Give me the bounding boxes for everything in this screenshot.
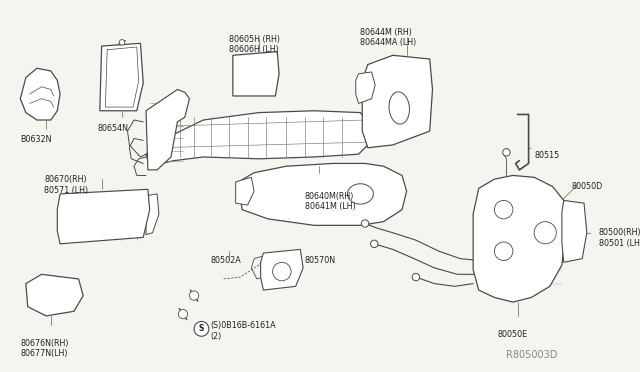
Text: 80515: 80515 <box>534 151 559 160</box>
Text: S: S <box>199 324 204 333</box>
Circle shape <box>495 201 513 219</box>
Circle shape <box>119 39 125 45</box>
Text: 80676N(RH)
80677N(LH): 80676N(RH) 80677N(LH) <box>20 339 69 359</box>
Circle shape <box>503 149 510 156</box>
Polygon shape <box>100 43 143 111</box>
Text: 80605H (RH)
80606H (LH): 80605H (RH) 80606H (LH) <box>229 35 280 54</box>
Circle shape <box>362 220 369 227</box>
Polygon shape <box>362 55 433 148</box>
Polygon shape <box>146 111 368 166</box>
Circle shape <box>194 321 209 336</box>
Text: 80654N: 80654N <box>97 124 128 133</box>
Text: 80500(RH)
80501 (LH): 80500(RH) 80501 (LH) <box>599 228 640 247</box>
Ellipse shape <box>348 184 373 204</box>
Text: 80050D: 80050D <box>571 182 602 191</box>
Text: 80502A: 80502A <box>211 256 241 265</box>
Circle shape <box>179 310 188 319</box>
Polygon shape <box>146 194 159 235</box>
Circle shape <box>371 240 378 247</box>
Text: B0632N: B0632N <box>20 135 52 144</box>
Circle shape <box>495 242 513 260</box>
Text: (S)0B16B-6161A
(2): (S)0B16B-6161A (2) <box>211 321 276 341</box>
Circle shape <box>534 222 556 244</box>
Circle shape <box>189 291 198 300</box>
Polygon shape <box>562 201 587 262</box>
Text: 80644M (RH)
80644MA (LH): 80644M (RH) 80644MA (LH) <box>360 28 417 47</box>
Text: 80640M(RH)
80641M (LH): 80640M(RH) 80641M (LH) <box>305 192 356 212</box>
Polygon shape <box>260 249 303 290</box>
Text: R805003D: R805003D <box>506 350 558 360</box>
Polygon shape <box>473 176 566 302</box>
Polygon shape <box>233 52 279 96</box>
Text: 80050E: 80050E <box>497 330 527 339</box>
Text: 80570N: 80570N <box>305 256 336 265</box>
Circle shape <box>273 262 291 281</box>
Circle shape <box>412 273 420 281</box>
Text: 80670(RH)
80571 (LH): 80670(RH) 80571 (LH) <box>44 176 88 195</box>
Polygon shape <box>146 90 189 170</box>
Ellipse shape <box>389 92 410 124</box>
Polygon shape <box>239 163 406 225</box>
Polygon shape <box>236 177 254 205</box>
Polygon shape <box>26 274 83 316</box>
Polygon shape <box>356 72 375 103</box>
Polygon shape <box>20 68 60 120</box>
Polygon shape <box>58 189 150 244</box>
